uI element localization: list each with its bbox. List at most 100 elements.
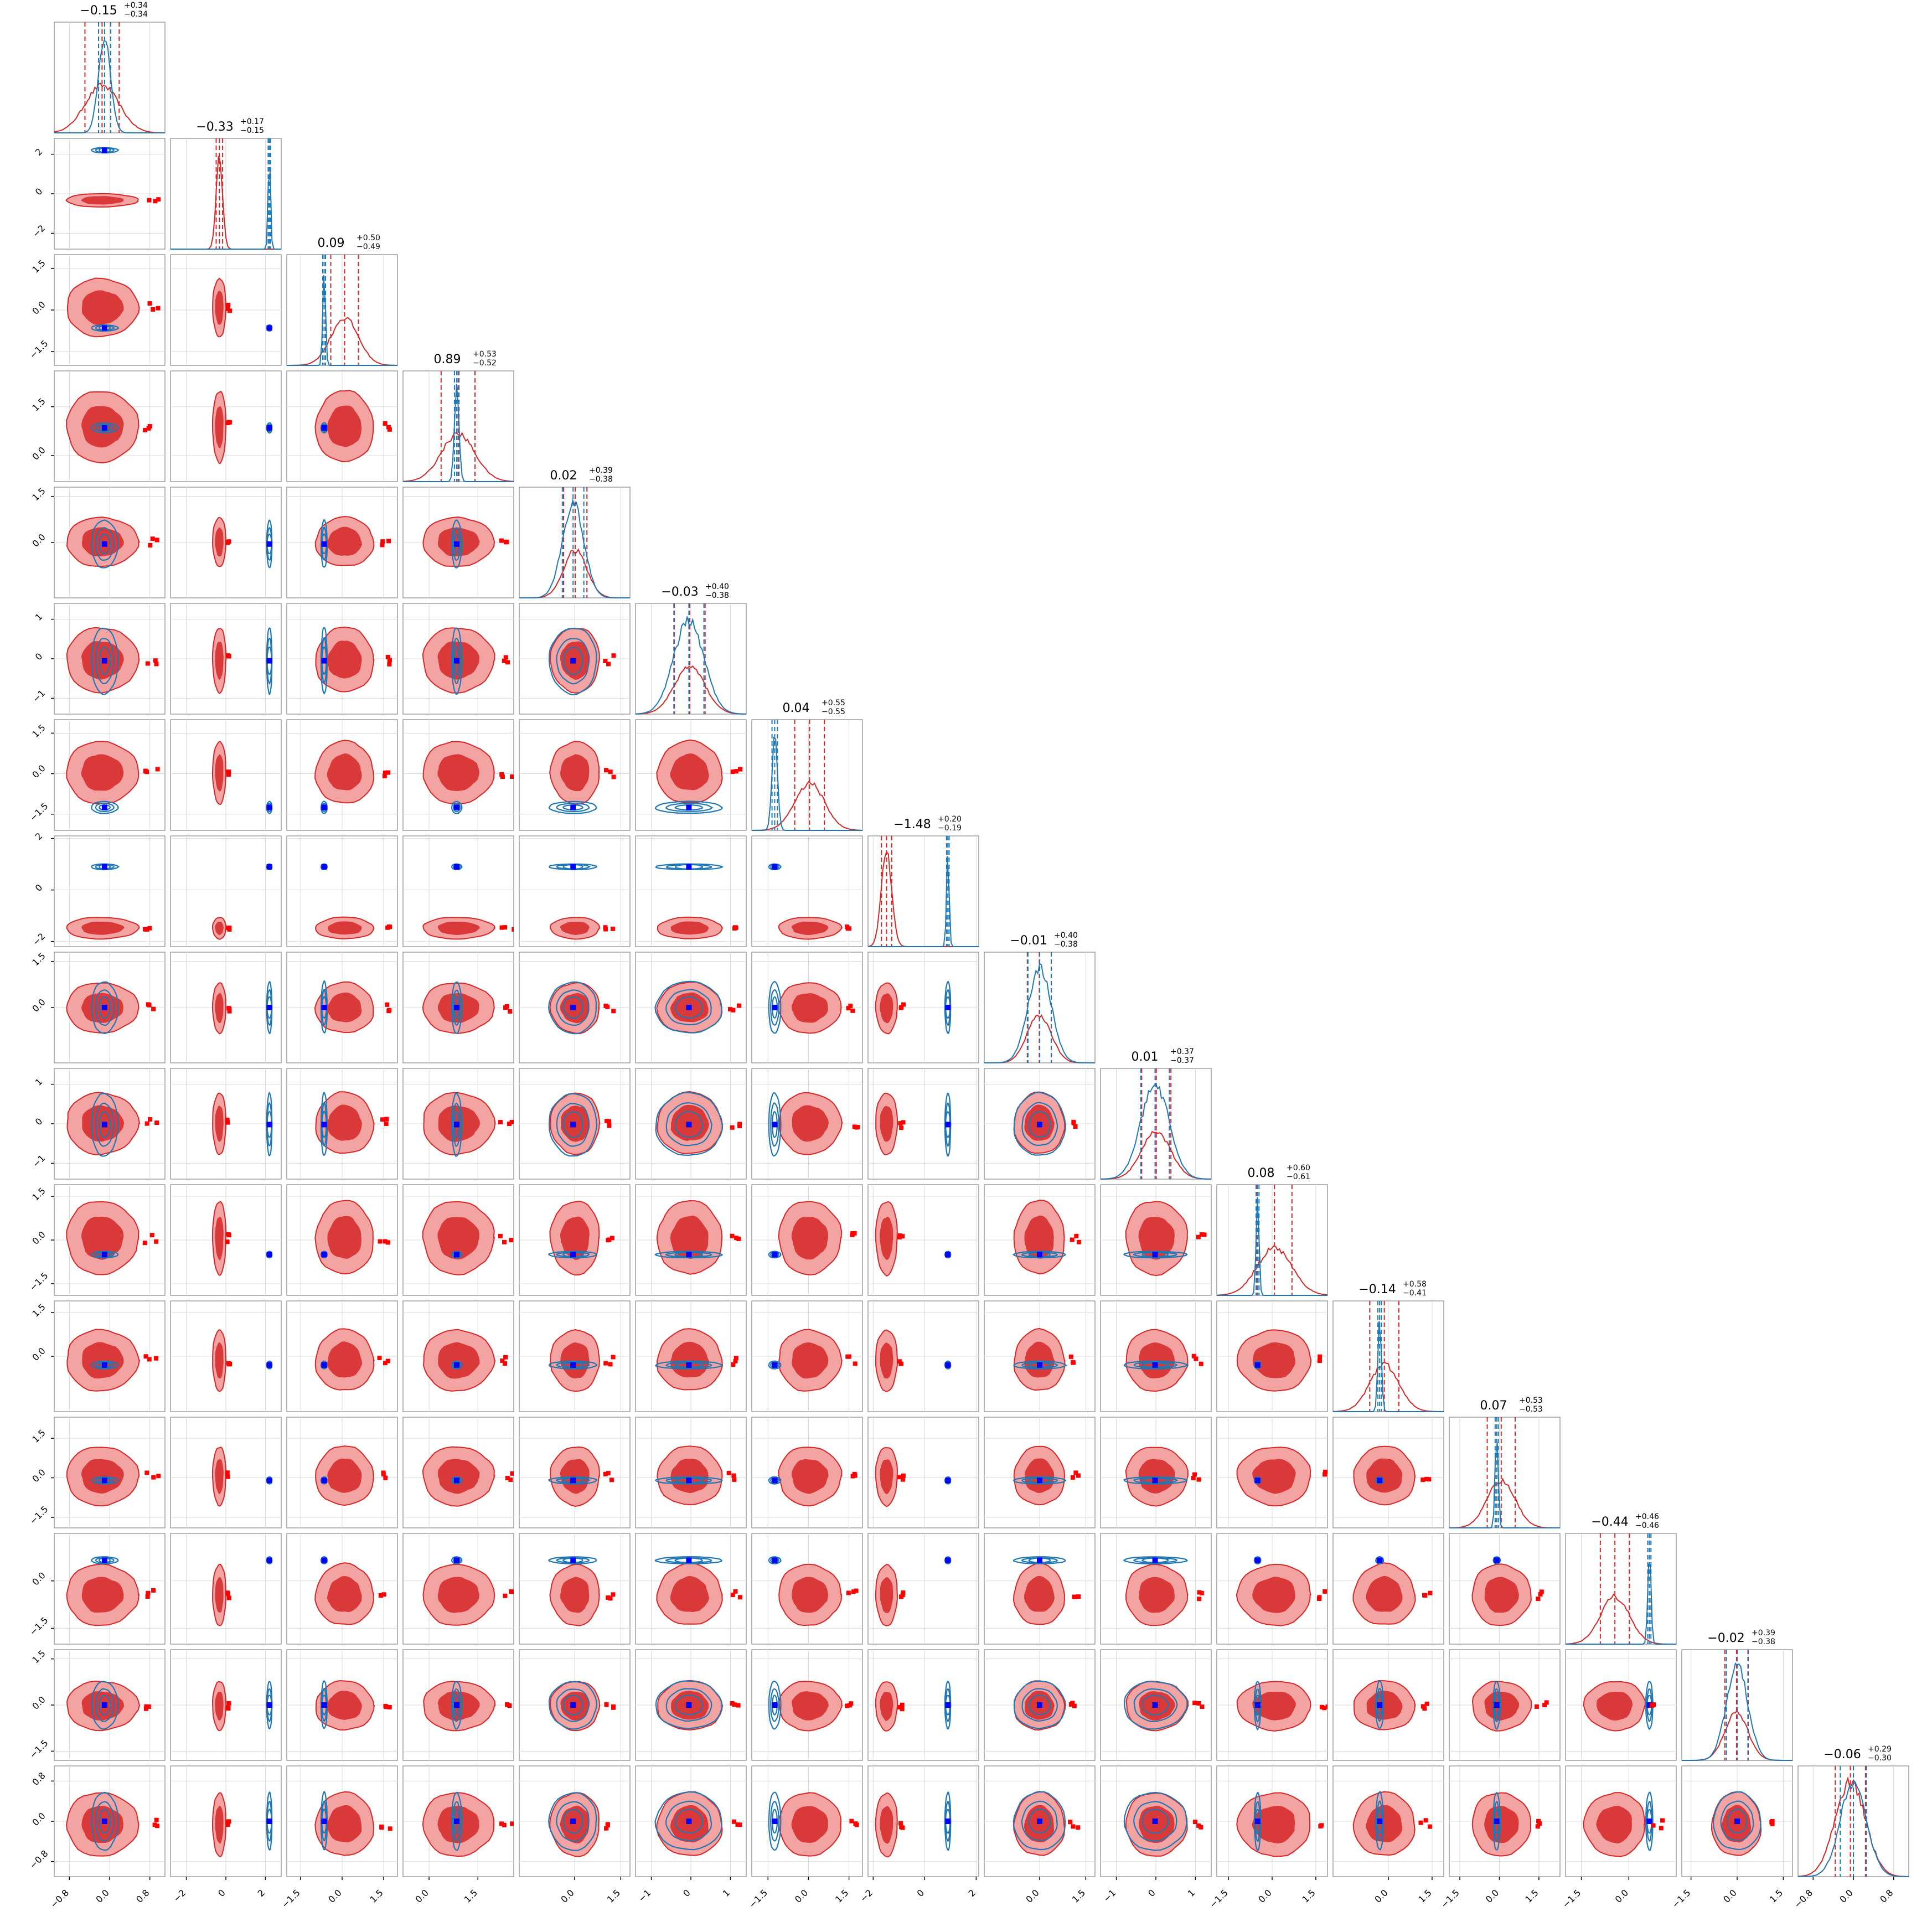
panel-13-13 (1565, 1533, 1677, 1645)
contours (1123, 1329, 1203, 1392)
truth-marker (101, 658, 107, 664)
contours (654, 739, 743, 814)
red-contour-inner (437, 754, 480, 791)
red-outlier-point (737, 1595, 742, 1600)
x-tick-label: 0 (915, 1887, 927, 1899)
red-outlier-point (226, 1819, 231, 1824)
blue-contour-2 (674, 1695, 704, 1716)
x-tick-label: 1.5 (1523, 1887, 1540, 1904)
red-outlier-point (732, 1702, 737, 1707)
truth-marker (686, 804, 692, 810)
contours (768, 863, 852, 940)
red-outlier-point (154, 538, 159, 543)
panel-12-4 (519, 1417, 631, 1528)
truth-marker (570, 1557, 576, 1563)
y-tick-label: 1.5 (30, 950, 47, 968)
truth-marker (321, 1819, 327, 1824)
red-contour-inner (792, 1459, 829, 1494)
contours (875, 1791, 952, 1858)
red-outlier-point (1196, 1234, 1201, 1239)
red-outlier-point (898, 1121, 903, 1126)
panel-10-0: −1.5 0.0 1.5 (28, 1184, 166, 1296)
red-histogram-3 (402, 431, 514, 482)
blue-contour-0 (91, 1360, 120, 1370)
panel-9-2 (286, 1068, 398, 1180)
blue-contour-1 (555, 1252, 590, 1258)
contours (66, 863, 152, 940)
blue-contour-1 (556, 1103, 590, 1147)
blue-contour-0 (451, 1092, 463, 1157)
red-outlier-point (386, 539, 391, 544)
red-outlier-point (1659, 1826, 1664, 1831)
blue-contour-0 (549, 863, 598, 871)
contours (423, 1681, 512, 1732)
panel-10-1 (170, 1184, 282, 1296)
red-contour-inner (560, 1577, 590, 1613)
red-outlier-point (1323, 1469, 1327, 1474)
param-title-plus-9: +0.37 (1170, 1047, 1194, 1056)
red-outlier-point (898, 1005, 903, 1010)
red-outlier-point (607, 1119, 612, 1124)
panel-5-5 (635, 603, 747, 715)
blue-histogram-1 (171, 172, 281, 250)
panel-13-2 (286, 1533, 398, 1645)
red-contour-inner (327, 1341, 363, 1378)
panel-11-4 (519, 1300, 631, 1412)
blue-contour-0 (548, 1792, 597, 1852)
red-contour-inner (215, 527, 224, 557)
blue-contour-2 (99, 1111, 111, 1138)
blue-contour-1 (770, 1688, 780, 1722)
red-contour-inner (880, 1577, 893, 1613)
blue-histogram-13 (1566, 1563, 1676, 1645)
contours (548, 741, 616, 814)
red-outlier-point (379, 1824, 384, 1829)
panel-9-5 (635, 1068, 747, 1180)
truth-marker (454, 1252, 460, 1258)
red-outlier-point (608, 1596, 613, 1601)
red-contour-inner (670, 1458, 709, 1494)
panel-8-2 (286, 952, 398, 1063)
red-contour-inner (1252, 1577, 1295, 1613)
truth-marker (266, 325, 272, 331)
red-outlier-point (603, 768, 608, 773)
blue-contour-1 (665, 1557, 712, 1563)
red-outlier-point (901, 1473, 906, 1478)
red-outlier-point (1318, 1354, 1323, 1359)
blue-contour-1 (665, 1800, 712, 1841)
y-tick-label: 1.5 (30, 1648, 47, 1665)
truth-marker (321, 1005, 327, 1010)
contours (549, 863, 615, 940)
red-histogram-2 (287, 317, 397, 366)
blue-contour-0 (547, 1556, 597, 1564)
red-outlier-point (154, 1120, 159, 1125)
param-title-plus-6: +0.55 (822, 699, 845, 707)
red-outlier-point (498, 1119, 503, 1124)
red-outlier-point (1770, 1821, 1775, 1826)
contours (768, 1329, 857, 1392)
red-outlier-point (1191, 1354, 1196, 1358)
blue-contour-1 (770, 1102, 780, 1147)
param-title-4: 0.02 (550, 469, 577, 483)
blue-contour-2 (99, 1809, 111, 1834)
contours (314, 1328, 390, 1391)
red-outlier-point (852, 1124, 857, 1129)
red-contour-inner (81, 290, 124, 326)
red-contour-inner (1596, 1806, 1632, 1843)
red-outlier-point (383, 1239, 388, 1244)
panel-15-9: −1 0 1 (1100, 1765, 1212, 1904)
blue-contour-0 (91, 1681, 119, 1730)
red-outlier-point (225, 1470, 230, 1475)
red-outlier-point (900, 1702, 905, 1707)
contours (1471, 1791, 1542, 1857)
truth-marker (772, 1478, 778, 1484)
panel-15-7: −2 0 2 (858, 1765, 979, 1904)
blue-contour-0 (768, 1476, 782, 1485)
y-tick-label: −2 (30, 931, 47, 948)
truth-marker (101, 1122, 107, 1128)
red-contour-inner (215, 642, 224, 680)
panel-4-2 (286, 487, 398, 598)
panel-8-5 (635, 952, 747, 1063)
red-outlier-point (510, 1471, 514, 1476)
blue-contour-2 (1028, 1362, 1051, 1368)
truth-marker (1037, 1478, 1042, 1484)
